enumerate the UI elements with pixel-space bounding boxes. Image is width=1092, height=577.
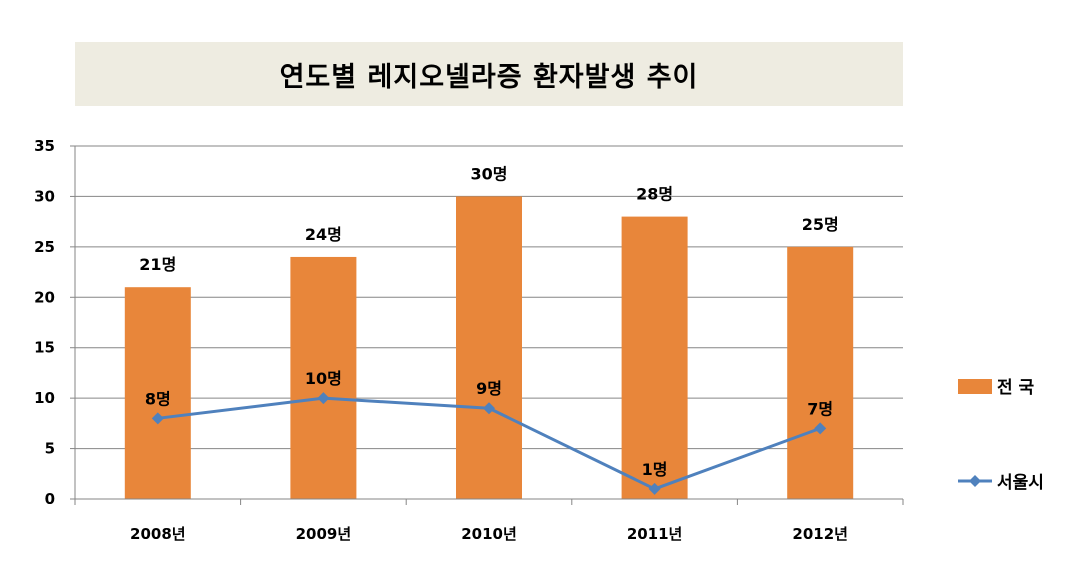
line-point	[317, 392, 330, 405]
y-tick-label: 30	[34, 187, 55, 205]
y-tick-label: 20	[34, 288, 55, 306]
line-data-label: 1명	[642, 460, 668, 479]
line-point	[483, 402, 495, 415]
y-tick-label: 35	[34, 137, 55, 155]
y-tick-label: 25	[34, 238, 55, 256]
y-tick-label: 10	[34, 389, 55, 407]
legend-swatch-marker	[969, 475, 981, 487]
bar-data-label: 28명	[636, 185, 673, 204]
bar	[124, 287, 191, 499]
bar-data-label: 30명	[471, 164, 508, 183]
legend-label-line: 서울시	[997, 473, 1044, 493]
line-point	[648, 482, 661, 495]
x-tick-label: 2012년	[792, 525, 848, 543]
bar-data-label: 25명	[802, 215, 839, 234]
bar-data-label: 21명	[139, 255, 176, 274]
bar-data-label: 24명	[305, 225, 342, 244]
line-data-label: 8명	[145, 389, 171, 408]
bar	[787, 246, 854, 499]
y-tick-label: 5	[45, 440, 55, 458]
chart-title: 연도별 레지오넬라증 환자발생 추이	[279, 61, 699, 93]
bar	[621, 216, 688, 499]
x-tick-label: 2009년	[296, 525, 352, 543]
bar	[290, 256, 357, 499]
line-point	[151, 412, 164, 425]
y-tick-label: 15	[34, 339, 55, 357]
line-data-label: 9명	[476, 379, 502, 398]
line-point	[814, 422, 827, 435]
legend-label-bar: 전 국	[997, 378, 1035, 398]
line-data-label: 7명	[807, 399, 833, 418]
line-data-label: 10명	[305, 369, 342, 388]
bar	[456, 196, 522, 499]
x-tick-label: 2008년	[130, 525, 186, 543]
chart-title-box: 연도별 레지오넬라증 환자발생 추이	[75, 42, 903, 106]
legend-swatch-bar	[958, 379, 992, 394]
x-tick-label: 2011년	[627, 525, 683, 543]
x-tick-label: 2010년	[461, 525, 517, 543]
y-tick-label: 0	[45, 490, 55, 508]
